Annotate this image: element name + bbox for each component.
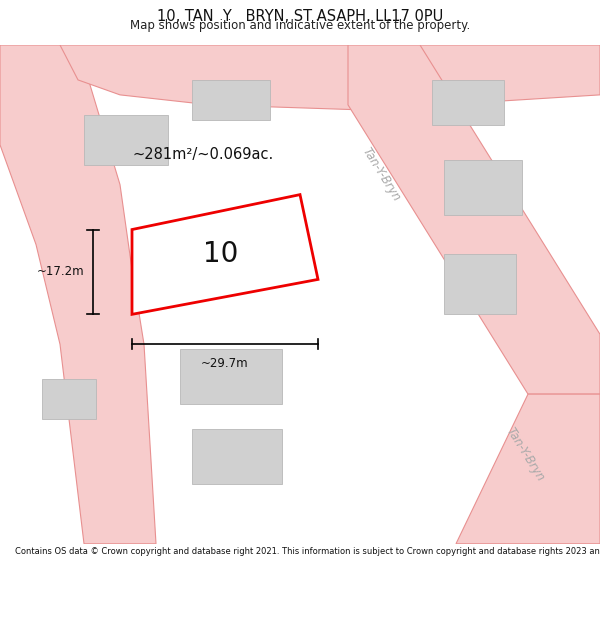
Bar <box>444 254 516 314</box>
Polygon shape <box>456 394 600 544</box>
Bar <box>180 349 282 404</box>
Bar <box>42 379 96 419</box>
Polygon shape <box>0 45 156 544</box>
Bar <box>432 80 504 125</box>
Text: ~281m²/~0.069ac.: ~281m²/~0.069ac. <box>132 148 273 162</box>
Polygon shape <box>348 45 600 394</box>
Text: 10: 10 <box>203 241 238 269</box>
Polygon shape <box>60 45 600 110</box>
Bar <box>84 115 168 165</box>
Text: Map shows position and indicative extent of the property.: Map shows position and indicative extent… <box>130 19 470 32</box>
Text: Tan-Y-Bryn: Tan-Y-Bryn <box>503 424 547 483</box>
Bar <box>192 80 270 120</box>
Text: Tan-Y-Bryn: Tan-Y-Bryn <box>359 145 403 204</box>
Polygon shape <box>132 194 318 314</box>
Bar <box>444 160 522 214</box>
Bar <box>192 429 282 484</box>
Text: ~29.7m: ~29.7m <box>201 357 249 370</box>
Text: ~17.2m: ~17.2m <box>37 266 84 278</box>
Text: Contains OS data © Crown copyright and database right 2021. This information is : Contains OS data © Crown copyright and d… <box>15 547 600 556</box>
Text: 10, TAN  Y   BRYN, ST ASAPH, LL17 0PU: 10, TAN Y BRYN, ST ASAPH, LL17 0PU <box>157 9 443 24</box>
